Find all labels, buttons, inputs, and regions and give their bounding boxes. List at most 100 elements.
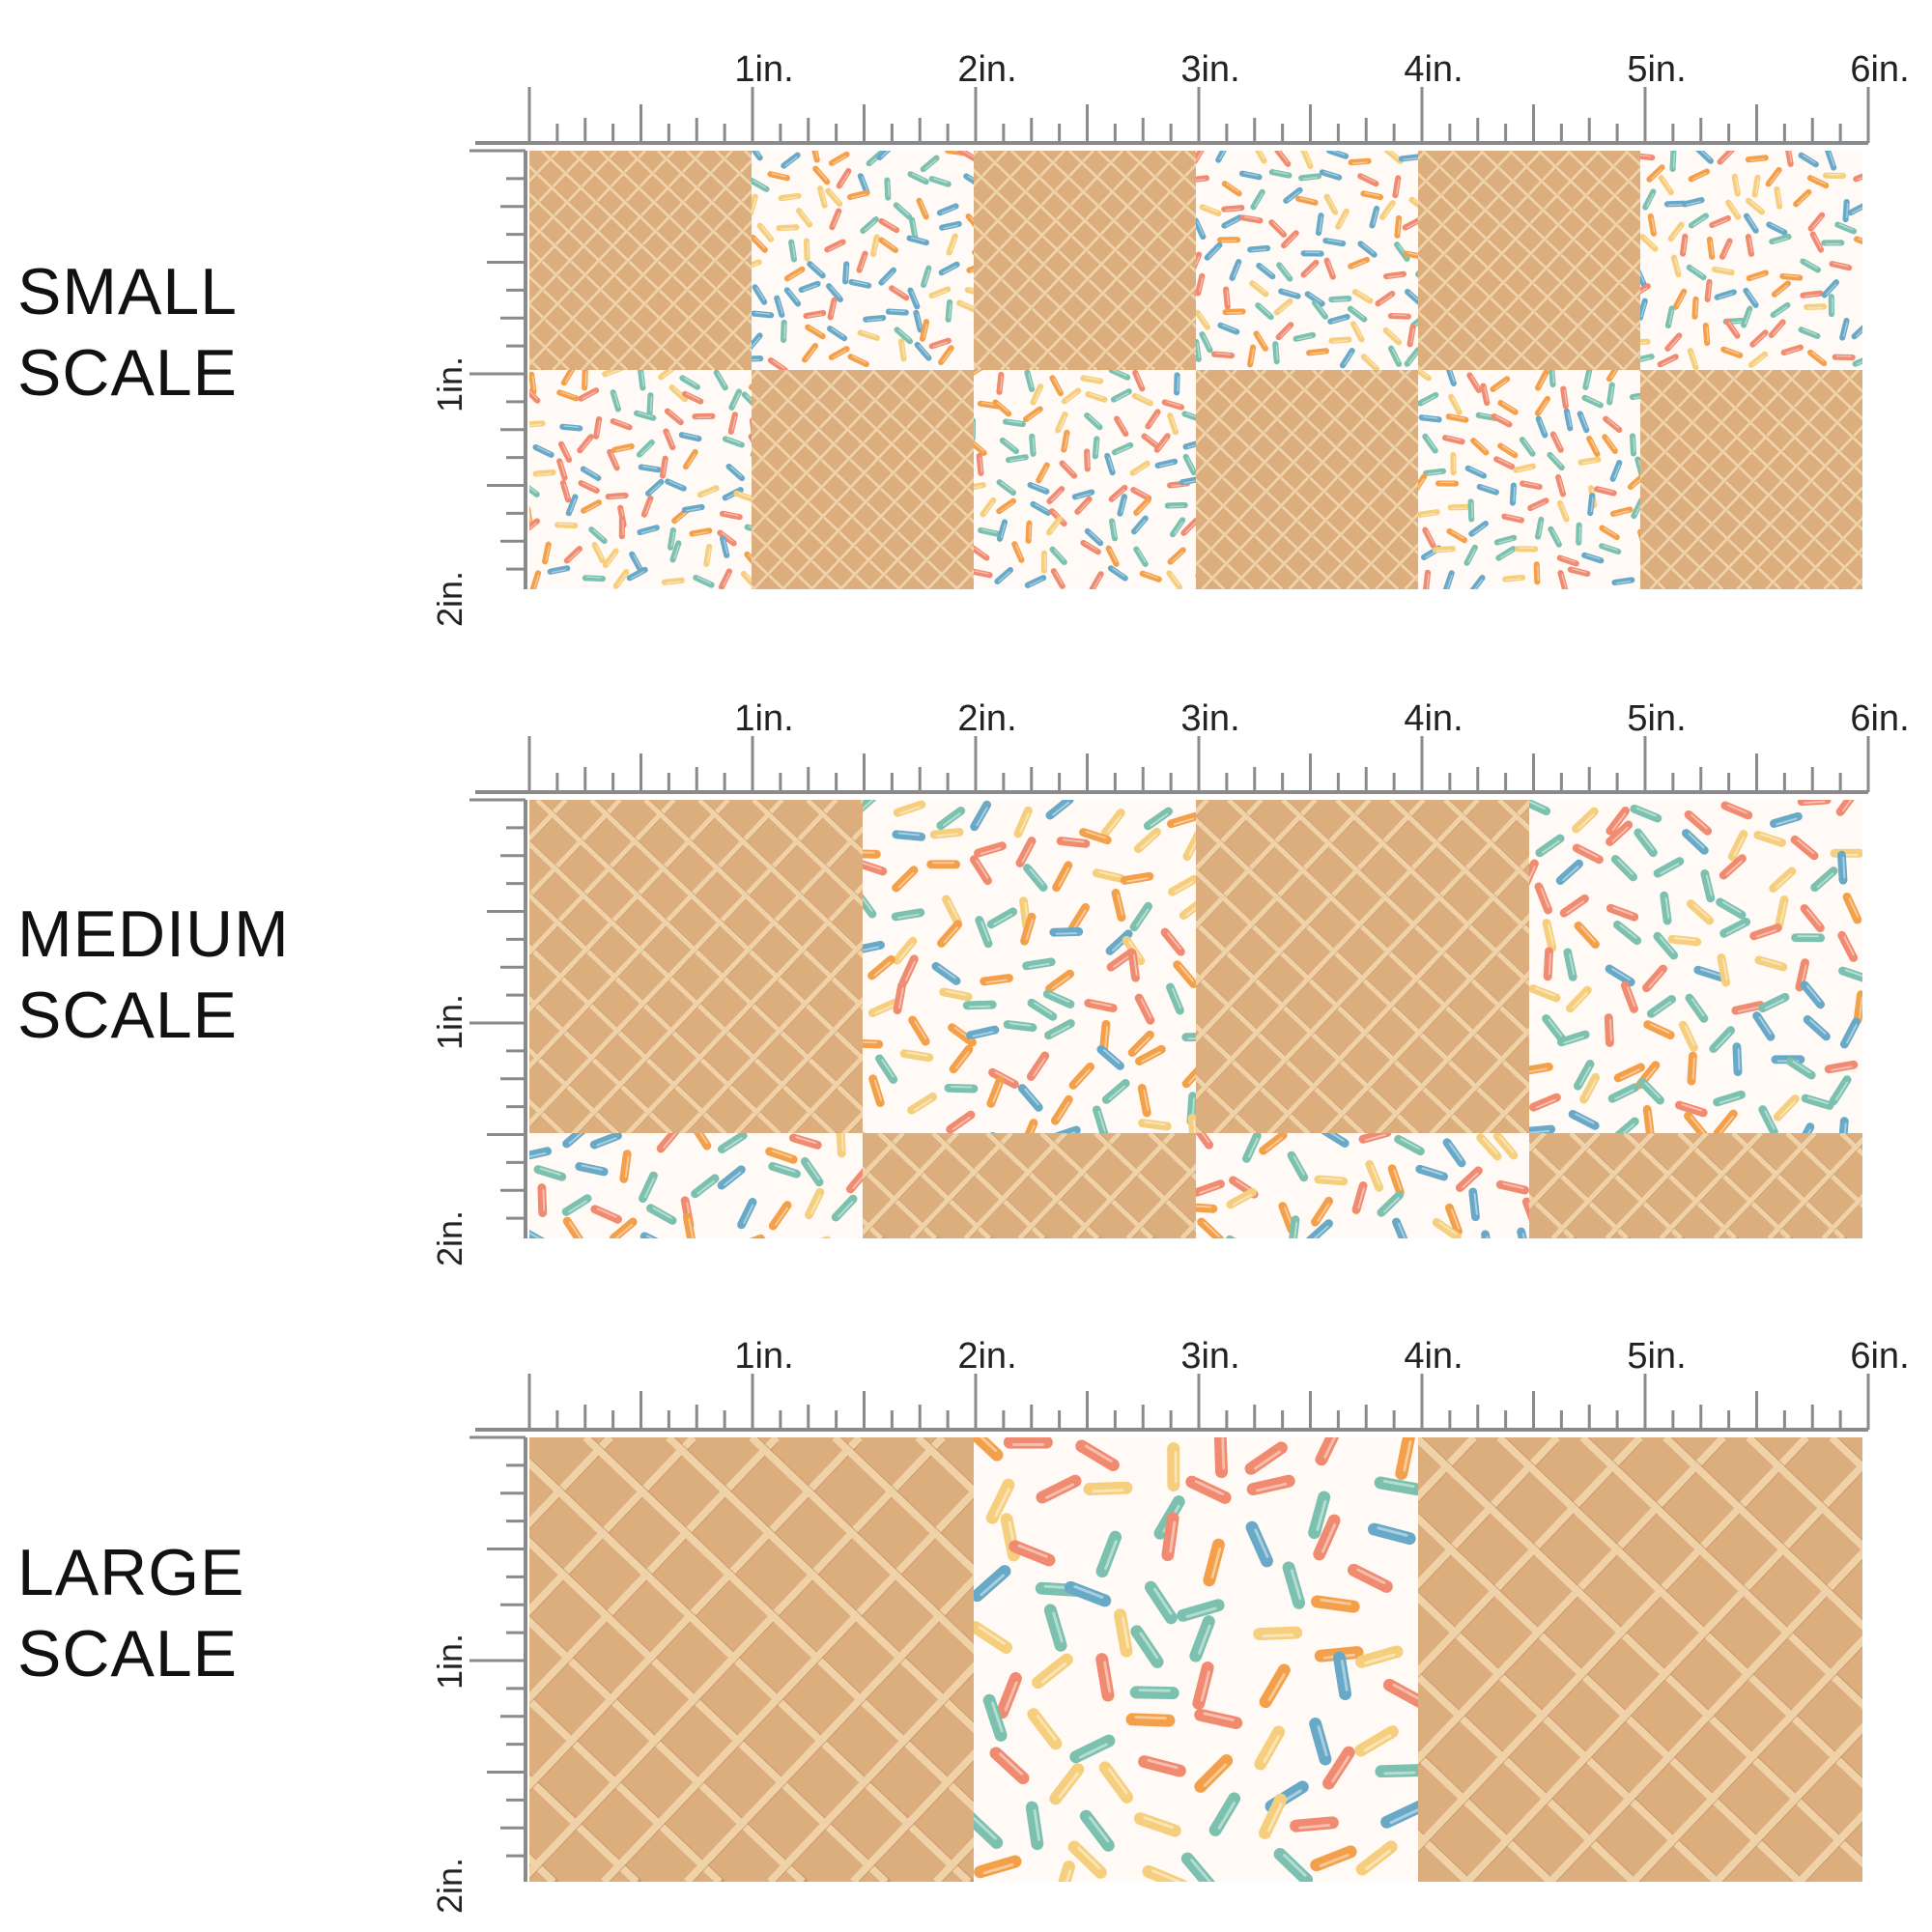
- sprinkle: [1669, 151, 1677, 172]
- sprinkle: [1542, 919, 1557, 952]
- sprinkle: [1098, 1019, 1111, 1054]
- sprinkle: [939, 220, 962, 231]
- sprinkle: [1276, 262, 1293, 282]
- waffle-line: [1196, 370, 1325, 507]
- waffle-svg: [529, 1437, 974, 1882]
- sprinkle: [856, 250, 868, 273]
- sprinkle: [1131, 392, 1154, 407]
- waffle-cone-tile: [529, 151, 752, 370]
- sprinkle: [1548, 370, 1556, 388]
- waffle-line: [752, 370, 790, 412]
- sprinkle: [1084, 527, 1104, 547]
- sprinkle: [1610, 854, 1637, 882]
- waffle-line: [1335, 800, 1529, 987]
- sprinkle: [1535, 834, 1565, 858]
- waffle-line: [832, 1437, 974, 1576]
- sprinkle: [646, 392, 654, 416]
- sprinkle: [1221, 205, 1245, 213]
- sprinkle: [1824, 1060, 1859, 1074]
- sprinkle: [1111, 888, 1126, 923]
- sprinkle: [1717, 151, 1736, 165]
- sprinkle: [1405, 288, 1418, 307]
- sprinkle: [1319, 1133, 1350, 1148]
- sprinkle: [1164, 501, 1188, 509]
- waffle-line: [1196, 394, 1400, 589]
- sprinkle: [776, 224, 800, 232]
- sprinkle: [899, 1049, 934, 1063]
- sprinkle: [1556, 1030, 1590, 1047]
- waffle-line: [1623, 1133, 1738, 1238]
- sprinkle: [1108, 484, 1128, 502]
- sprinkle: [1208, 1792, 1241, 1836]
- sprinkle: [1161, 399, 1185, 411]
- sprinkle: [920, 155, 940, 173]
- sprinkle: [857, 329, 880, 341]
- sprinkle: [1074, 496, 1093, 515]
- sprinkle: [1215, 151, 1230, 163]
- sprinkle: [1036, 1474, 1082, 1504]
- sprinkle: [578, 480, 600, 494]
- sprinkle: [1061, 429, 1070, 453]
- waffle-line: [1148, 1133, 1196, 1181]
- waffle-line: [1317, 481, 1418, 589]
- sprinkle: [693, 574, 715, 588]
- sprinkle: [906, 235, 929, 246]
- waffle-base: [529, 800, 863, 1134]
- sprinkle: [581, 499, 603, 514]
- sprinkle: [1348, 256, 1371, 270]
- waffle-line: [1579, 1437, 1862, 1710]
- sprinkle: [1182, 830, 1196, 862]
- sprinkle: [1068, 1062, 1094, 1090]
- sprinkle: [1709, 214, 1731, 229]
- sprinkle: [1244, 1441, 1288, 1475]
- sprinkle: [1547, 451, 1565, 471]
- sprinkle: [1049, 1763, 1085, 1805]
- waffle-line: [1094, 1133, 1196, 1233]
- sprinkle: [612, 569, 630, 589]
- waffle-line: [1550, 1133, 1655, 1238]
- waffle-line: [1809, 370, 1862, 421]
- waffle-line: [529, 1437, 696, 1616]
- sprinkle: [1114, 1608, 1133, 1658]
- sprinkles-svg: [974, 370, 1196, 589]
- sprinkle: [956, 151, 974, 162]
- sprinkle: [1688, 213, 1710, 229]
- sprinkle: [1717, 952, 1731, 987]
- sprinkle: [1793, 188, 1812, 208]
- sprinkle: [1256, 262, 1276, 280]
- ruler-label-h: 1in.: [734, 49, 793, 90]
- sprinkle: [1139, 570, 1162, 582]
- sprinkle: [1101, 1079, 1130, 1104]
- ruler-label-v: 1in.: [430, 356, 469, 412]
- sprinkle: [529, 1225, 548, 1238]
- sprinkle: [1253, 1626, 1303, 1641]
- waffle-line: [1529, 1141, 1630, 1238]
- sprinkle: [1326, 151, 1350, 159]
- waffle-line: [1418, 1592, 1719, 1882]
- waffle-svg: [1640, 370, 1862, 589]
- sprinkle: [1714, 289, 1737, 300]
- sprinkle: [1720, 346, 1744, 358]
- waffle-line: [1058, 223, 1196, 370]
- waffle-line: [1713, 1133, 1817, 1238]
- waffle-line: [1731, 1133, 1846, 1238]
- sprinkle: [996, 519, 1009, 542]
- sprinkle: [860, 216, 879, 235]
- sprinkle: [741, 391, 752, 411]
- sprinkle: [1557, 570, 1569, 589]
- waffle-line: [863, 1217, 884, 1238]
- sprinkle: [1629, 391, 1640, 401]
- sprinkle: [1629, 433, 1637, 457]
- sprinkle: [1056, 837, 1091, 848]
- sprinkle: [1476, 1133, 1502, 1161]
- sprinkle: [1311, 1196, 1334, 1227]
- waffle-line: [767, 1662, 974, 1882]
- sprinkle: [956, 299, 974, 314]
- sprinkle: [1394, 214, 1403, 239]
- sprinkle: [1180, 1852, 1218, 1882]
- sprinkle: [1249, 280, 1269, 298]
- sprinkle: [767, 357, 788, 370]
- waffle-line: [1640, 370, 1803, 541]
- sprinkle: [1700, 869, 1716, 903]
- sprinkle: [974, 1437, 1004, 1462]
